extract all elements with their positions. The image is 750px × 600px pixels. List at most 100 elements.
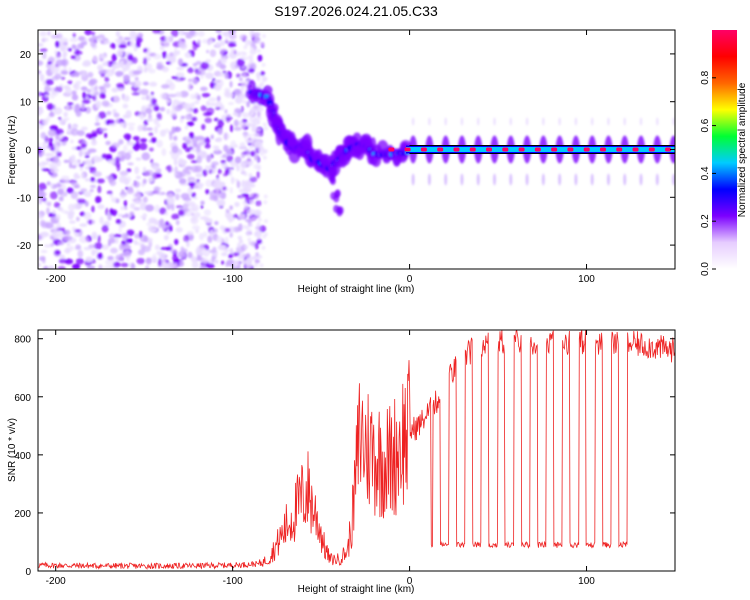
noise-speckle xyxy=(249,217,254,222)
noise-speckle xyxy=(224,249,230,253)
noise-speckle xyxy=(200,61,210,70)
noise-speckle xyxy=(127,122,136,126)
noise-speckle xyxy=(38,256,46,262)
noise-speckle xyxy=(118,139,124,145)
noise-speckle xyxy=(225,208,230,213)
noise-speckle xyxy=(65,229,71,236)
noise-speckle xyxy=(248,223,253,228)
noise-speckle xyxy=(257,166,262,171)
noise-speckle xyxy=(82,91,86,100)
noise-speckle xyxy=(184,136,191,141)
noise-speckle xyxy=(175,205,184,209)
noise-speckle xyxy=(111,87,119,93)
noise-speckle xyxy=(51,209,56,215)
noise-speckle xyxy=(194,100,200,105)
noise-speckle xyxy=(123,199,128,207)
spectrogram-data xyxy=(38,30,675,269)
noise-speckle xyxy=(50,236,55,240)
noise-speckle xyxy=(104,76,110,83)
noise-speckle xyxy=(145,94,150,101)
noise-speckle xyxy=(129,203,136,209)
noise-speckle xyxy=(51,155,59,164)
noise-speckle xyxy=(233,119,239,127)
noise-speckle xyxy=(92,171,102,177)
noise-speckle xyxy=(234,144,238,148)
noise-speckle xyxy=(125,186,129,190)
noise-speckle xyxy=(42,141,48,149)
noise-speckle xyxy=(233,126,242,131)
noise-speckle xyxy=(177,251,186,258)
noise-speckle xyxy=(220,50,224,56)
noise-speckle xyxy=(102,62,109,67)
carrier-peak xyxy=(551,147,558,152)
noise-speckle xyxy=(178,209,185,216)
noise-speckle xyxy=(161,84,170,89)
noise-speckle xyxy=(53,107,63,115)
noise-speckle xyxy=(202,38,208,44)
noise-speckle xyxy=(228,101,234,106)
noise-speckle xyxy=(225,116,233,120)
noise-speckle xyxy=(151,172,159,180)
noise-speckle xyxy=(38,162,41,167)
noise-speckle xyxy=(84,30,92,36)
noise-speckle xyxy=(254,195,259,200)
noise-speckle xyxy=(237,235,243,240)
noise-speckle xyxy=(38,124,44,130)
noise-speckle xyxy=(252,123,256,127)
noise-speckle xyxy=(261,245,266,250)
noise-speckle xyxy=(171,145,179,154)
track-cluster xyxy=(262,85,273,96)
noise-speckle xyxy=(157,258,163,266)
noise-speckle xyxy=(98,111,107,119)
noise-speckle xyxy=(165,246,172,251)
noise-speckle xyxy=(143,119,149,126)
noise-speckle xyxy=(190,93,195,100)
noise-speckle xyxy=(46,202,52,207)
colorbar-gradient xyxy=(712,30,737,269)
noise-speckle xyxy=(83,211,92,220)
noise-speckle xyxy=(44,152,54,157)
noise-speckle xyxy=(201,123,206,131)
noise-speckle xyxy=(219,40,225,47)
noise-speckle xyxy=(204,143,211,149)
noise-speckle xyxy=(45,222,54,229)
noise-speckle xyxy=(142,126,148,132)
noise-speckle xyxy=(100,40,104,45)
noise-speckle xyxy=(166,196,175,205)
noise-speckle xyxy=(237,223,243,232)
noise-speckle xyxy=(80,188,88,192)
noise-speckle xyxy=(125,255,130,261)
noise-speckle xyxy=(187,182,196,187)
carrier-sidelobe xyxy=(574,173,578,186)
noise-speckle xyxy=(232,213,239,219)
noise-speckle xyxy=(174,91,183,98)
noise-speckle xyxy=(160,247,168,251)
noise-speckle xyxy=(235,73,241,78)
noise-speckle xyxy=(105,69,114,77)
noise-speckle xyxy=(256,49,261,54)
noise-speckle xyxy=(48,141,53,148)
noise-speckle xyxy=(116,87,125,92)
carrier-sidelobe xyxy=(427,173,431,186)
snr-y-tick-label: 200 xyxy=(14,509,31,520)
noise-speckle xyxy=(118,44,127,49)
noise-speckle xyxy=(53,91,59,96)
noise-speckle xyxy=(151,98,157,105)
noise-speckle xyxy=(197,70,206,76)
carrier-peak xyxy=(632,147,639,152)
noise-speckle xyxy=(161,148,167,157)
noise-speckle xyxy=(44,94,49,98)
carrier-peak xyxy=(599,147,606,152)
noise-speckle xyxy=(257,54,263,62)
noise-speckle xyxy=(80,86,88,91)
noise-speckle xyxy=(71,164,77,169)
noise-speckle xyxy=(90,177,96,182)
noise-speckle xyxy=(115,254,123,261)
noise-speckle xyxy=(206,49,210,54)
carrier-peak xyxy=(469,147,476,152)
noise-speckle xyxy=(114,237,119,244)
noise-speckle xyxy=(255,252,259,257)
noise-speckle xyxy=(245,139,254,143)
noise-speckle xyxy=(139,142,148,151)
noise-speckle xyxy=(208,38,214,44)
